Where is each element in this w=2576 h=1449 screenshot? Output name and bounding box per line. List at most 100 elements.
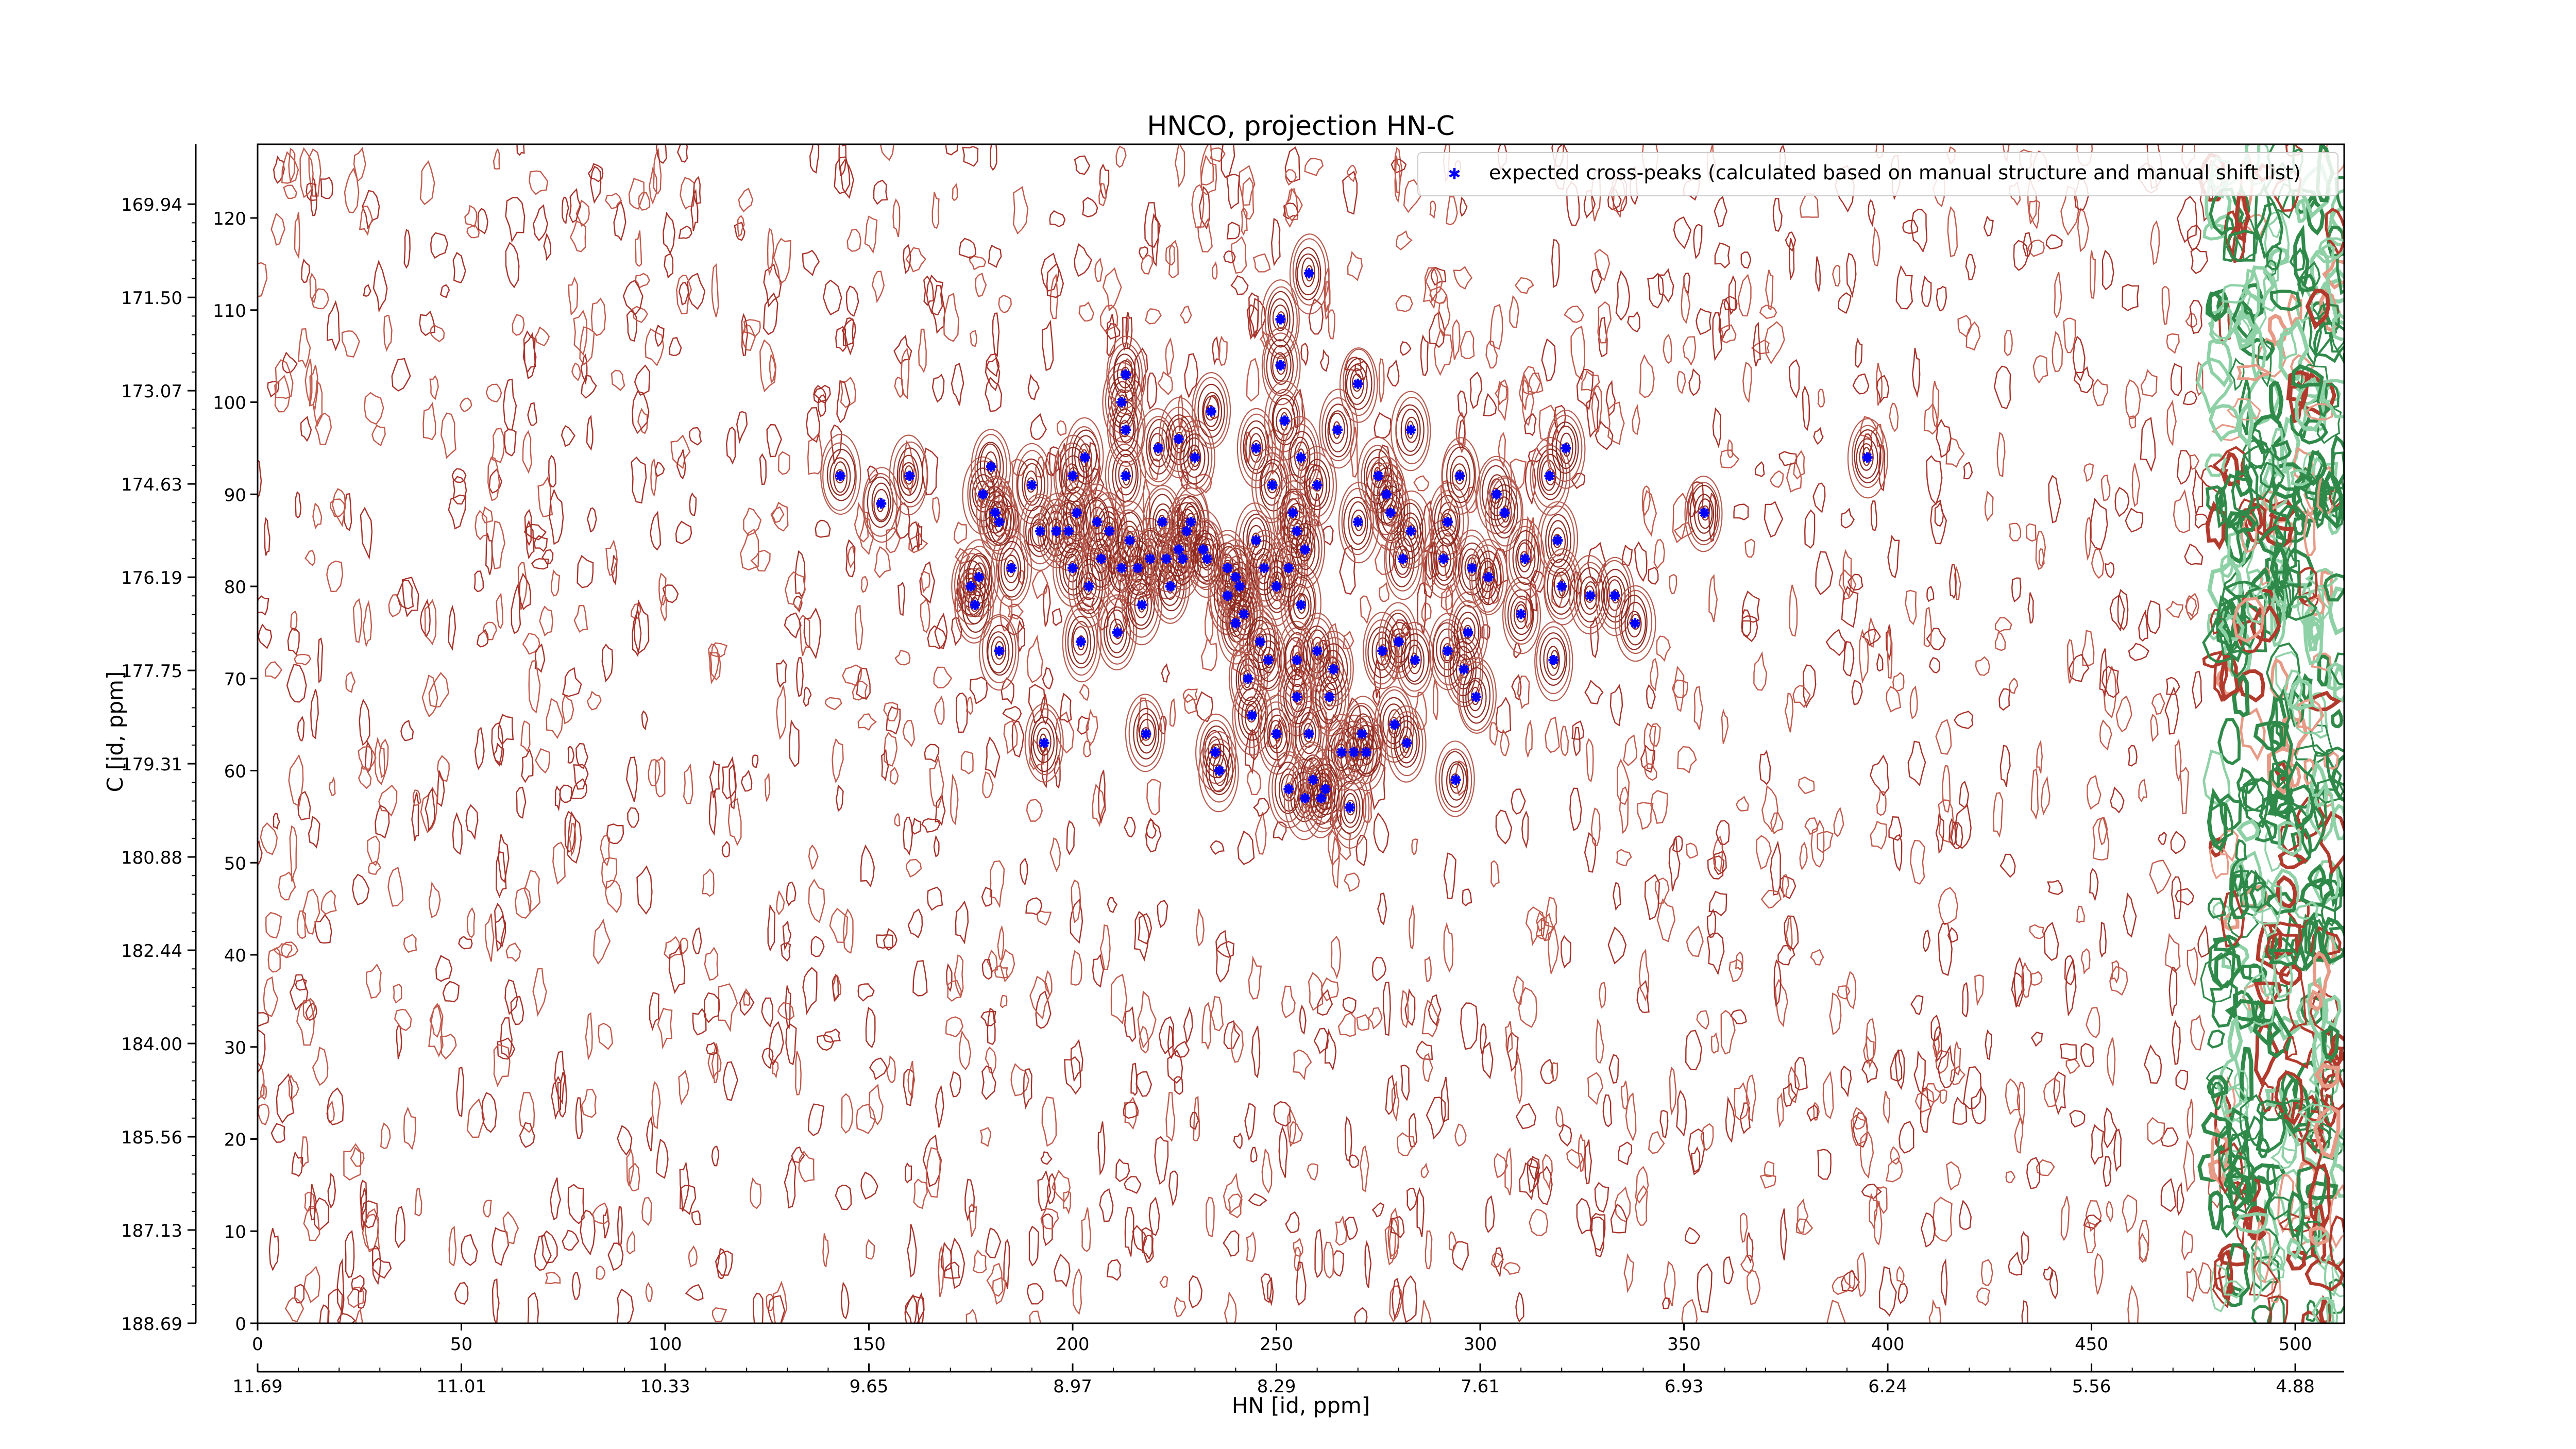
peak-contour xyxy=(1351,509,1366,536)
noise-contour xyxy=(1027,374,1040,400)
cross-peak-marker xyxy=(1381,489,1392,500)
noise-contour xyxy=(2065,1058,2080,1074)
noise-contour xyxy=(1928,1299,1941,1323)
noise-contour xyxy=(1590,616,1599,659)
noise-contour xyxy=(2170,363,2182,396)
noise-contour xyxy=(1159,1275,1168,1288)
water-band-contour xyxy=(2266,1006,2293,1058)
peak-contour xyxy=(1297,534,1312,562)
noise-contour xyxy=(1495,380,1507,406)
noise-contour xyxy=(1996,431,2006,478)
water-band-contour xyxy=(2283,669,2303,711)
noise-contour xyxy=(725,426,736,465)
water-band-contour xyxy=(2258,1137,2270,1158)
noise-contour xyxy=(312,379,323,428)
noise-contour xyxy=(600,835,611,867)
cross-peak-marker xyxy=(1320,784,1331,795)
noise-contour xyxy=(1817,1149,1832,1180)
noise-contour xyxy=(2115,695,2132,733)
noise-contour xyxy=(958,238,977,259)
noise-contour xyxy=(1685,1226,1701,1244)
water-band-contour xyxy=(2227,1015,2243,1062)
noise-contour xyxy=(1420,1300,1431,1323)
noise-contour xyxy=(1910,995,1924,1015)
peak-contour xyxy=(1319,643,1348,696)
noise-contour xyxy=(981,959,993,980)
noise-contour xyxy=(1780,1208,1788,1261)
water-band-contour xyxy=(2238,779,2264,812)
noise-contour xyxy=(631,456,647,504)
noise-contour xyxy=(972,1250,987,1274)
noise-contour xyxy=(1751,339,1770,355)
noise-contour xyxy=(1139,1025,1149,1054)
water-band-contour xyxy=(2296,698,2325,732)
noise-contour xyxy=(2177,195,2197,243)
noise-contour xyxy=(1423,551,1434,599)
peak-contour xyxy=(1317,637,1352,702)
water-band-contour xyxy=(2267,1196,2292,1221)
cross-peak-marker xyxy=(1198,544,1209,555)
noise-contour xyxy=(1561,935,1571,969)
axes: 0102030405060708090100110120188.69187.13… xyxy=(121,144,2344,1397)
noise-contour xyxy=(1446,196,1458,226)
noise-contour xyxy=(505,942,521,963)
peak-contour xyxy=(1434,495,1461,547)
noise-contour xyxy=(491,722,504,767)
noise-contour xyxy=(306,182,317,201)
noise-contour xyxy=(1521,810,1529,849)
noise-contour xyxy=(1313,492,1321,527)
noise-contour xyxy=(763,263,782,308)
peak-contour xyxy=(1003,554,1019,583)
water-band-contour xyxy=(2313,1105,2341,1160)
noise-contour xyxy=(593,918,611,965)
noise-contour xyxy=(794,550,806,598)
noise-contour xyxy=(2185,595,2197,618)
cross-peak-marker xyxy=(1699,508,1710,518)
y-ppm-tick-label: 173.07 xyxy=(121,381,182,402)
noise-contour xyxy=(1693,224,1703,260)
peak-contour xyxy=(1024,703,1064,783)
cross-peak-marker xyxy=(1267,480,1278,491)
noise-contour xyxy=(310,1184,317,1221)
cross-peak-marker xyxy=(1051,526,1062,536)
noise-contour xyxy=(1293,1049,1312,1081)
noise-contour xyxy=(1505,1021,1513,1055)
noise-contour xyxy=(2158,831,2167,846)
peak-contour xyxy=(1268,389,1301,452)
noise-contour xyxy=(1913,1050,1926,1096)
noise-contour xyxy=(561,425,575,447)
noise-contour xyxy=(2011,577,2022,603)
noise-contour xyxy=(1573,727,1581,757)
noise-contour xyxy=(1980,1259,1993,1286)
peak-contour xyxy=(1109,399,1144,463)
noise-contour xyxy=(883,702,899,722)
noise-contour xyxy=(511,584,521,634)
noise-contour xyxy=(1041,744,1048,788)
noise-contour xyxy=(1299,1004,1307,1035)
noise-contour xyxy=(308,148,321,197)
noise-contour xyxy=(1123,1176,1142,1194)
noise-contour xyxy=(1026,634,1043,683)
noise-contour xyxy=(1859,1131,1874,1179)
noise-contour xyxy=(1810,819,1825,868)
y-tick-label: 50 xyxy=(224,853,246,874)
noise-contour xyxy=(1662,1297,1670,1309)
peak-contour xyxy=(1490,484,1518,539)
noise-contour xyxy=(1923,606,1933,647)
noise-contour xyxy=(585,1012,593,1061)
noise-contour xyxy=(2027,592,2034,624)
water-band-contour xyxy=(2216,1055,2243,1116)
noise-contour xyxy=(527,402,537,426)
peak-contour xyxy=(1477,558,1498,599)
peak-contour xyxy=(1854,429,1882,483)
noise-contour xyxy=(2043,921,2059,961)
noise-contour xyxy=(1936,285,1947,312)
noise-contour xyxy=(1224,1291,1237,1323)
noise-contour xyxy=(2030,768,2039,820)
noise-contour xyxy=(2171,876,2182,919)
noise-contour xyxy=(2045,234,2063,249)
noise-contour xyxy=(997,925,1005,960)
water-band-contour xyxy=(2323,751,2339,770)
peak-contour xyxy=(1300,718,1316,748)
noise-contour xyxy=(2111,960,2120,984)
